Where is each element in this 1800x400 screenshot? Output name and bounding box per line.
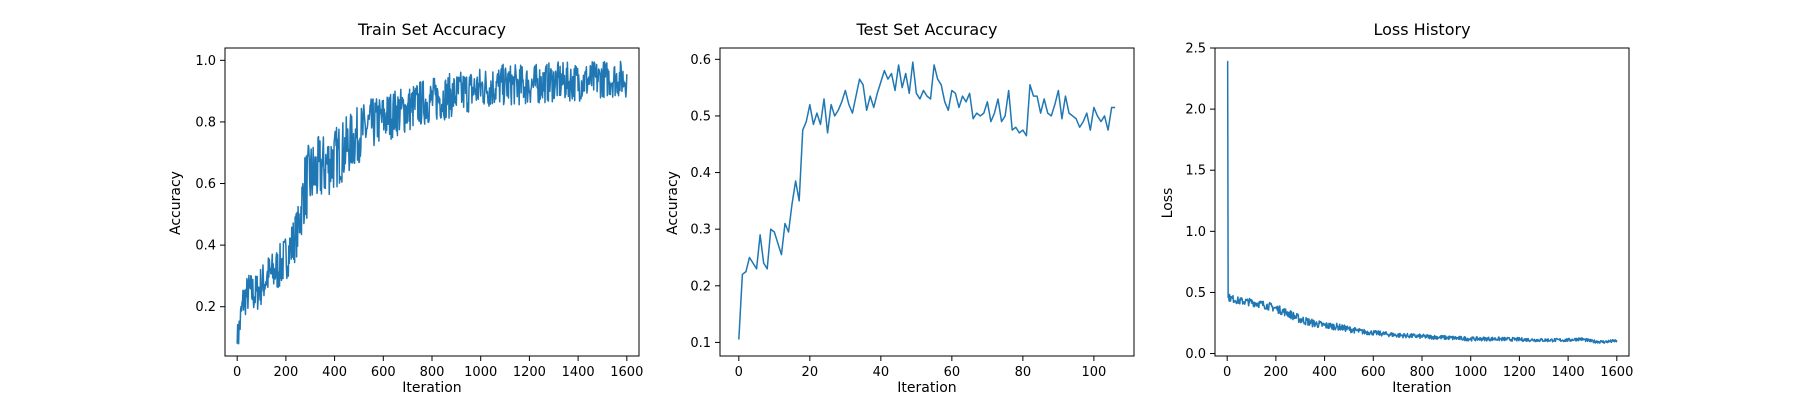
test-accuracy-title: Test Set Accuracy: [856, 20, 998, 39]
loss-history-xtick-label: 1600: [1600, 365, 1633, 380]
train-accuracy-xtick-label: 1600: [610, 365, 643, 380]
loss-history-plot-area: [1226, 60, 1618, 344]
train-accuracy-ytick-label: 0.2: [195, 300, 216, 315]
loss-history-xtick-label: 600: [1361, 365, 1386, 380]
test-accuracy-xtick-label: 60: [944, 365, 961, 380]
loss-history-ytick-label: 2.5: [1185, 42, 1206, 57]
train-accuracy-ytick-label: 0.8: [195, 115, 216, 130]
loss-history-xtick-label: 1200: [1503, 365, 1536, 380]
train-accuracy-xtick-label: 0: [233, 365, 241, 380]
loss-history-ytick-label: 1.0: [1185, 225, 1206, 240]
train-accuracy-xtick-label: 800: [420, 365, 445, 380]
train-accuracy-xtick-label: 200: [273, 365, 298, 380]
loss-history-ytick-label: 0.0: [1185, 347, 1206, 362]
train-accuracy-ylabel: Accuracy: [168, 171, 184, 235]
train-accuracy-xtick-label: 1000: [464, 365, 497, 380]
train-accuracy-xtick-label: 1400: [562, 365, 595, 380]
test-accuracy-ytick-label: 0.6: [690, 53, 711, 68]
loss-history-panel: Loss History Iteration Loss 0 200 400 600 80…: [1160, 20, 1633, 396]
train-accuracy-ytick-label: 0.4: [195, 239, 216, 254]
train-accuracy-xtick-label: 600: [371, 365, 396, 380]
train-accuracy-xtick-label: 1200: [513, 365, 546, 380]
loss-history-xlabel: Iteration: [1392, 380, 1451, 396]
test-accuracy-series-line: [738, 61, 1116, 340]
train-accuracy-panel: Train Set Accuracy Iteration Accuracy 0 2…: [168, 20, 643, 396]
test-accuracy-xtick-label: 100: [1081, 365, 1106, 380]
test-accuracy-xtick-label: 40: [873, 365, 890, 380]
test-accuracy-xlabel: Iteration: [897, 380, 956, 396]
test-accuracy-ytick-label: 0.5: [690, 109, 711, 124]
train-accuracy-xtick-label: 400: [322, 365, 347, 380]
train-accuracy-title: Train Set Accuracy: [357, 20, 506, 39]
test-accuracy-xtick-label: 20: [802, 365, 819, 380]
loss-history-ytick-label: 0.5: [1185, 286, 1206, 301]
test-accuracy-axes-frame: [719, 47, 1135, 357]
test-accuracy-ytick-label: 0.4: [690, 166, 711, 181]
loss-history-ytick-label: 2.0: [1185, 103, 1206, 118]
test-accuracy-panel: Test Set Accuracy Iteration Accuracy 0 20…: [665, 20, 1135, 396]
test-accuracy-plot-area: [738, 61, 1116, 340]
loss-history-xtick-label: 1000: [1454, 365, 1487, 380]
loss-history-xtick-label: 1400: [1552, 365, 1585, 380]
test-accuracy-ytick-label: 0.1: [690, 336, 711, 351]
loss-history-xtick-label: 0: [1223, 365, 1231, 380]
test-accuracy-ylabel: Accuracy: [665, 171, 681, 235]
loss-history-ytick-label: 1.5: [1185, 164, 1206, 179]
train-accuracy-xlabel: Iteration: [402, 380, 461, 396]
loss-history-xtick-label: 400: [1312, 365, 1337, 380]
loss-history-ylabel: Loss: [1160, 188, 1176, 219]
train-accuracy-ytick-label: 0.6: [195, 177, 216, 192]
train-accuracy-plot-area: [236, 60, 628, 345]
train-accuracy-series-line: [236, 60, 628, 345]
loss-history-series-line: [1226, 60, 1618, 344]
train-accuracy-ytick-label: 1.0: [195, 54, 216, 69]
test-accuracy-ytick-label: 0.3: [690, 223, 711, 238]
test-accuracy-ytick-label: 0.2: [690, 279, 711, 294]
test-accuracy-xtick-label: 80: [1015, 365, 1032, 380]
loss-history-xtick-label: 200: [1263, 365, 1288, 380]
loss-history-xtick-label: 800: [1410, 365, 1435, 380]
loss-history-title: Loss History: [1373, 20, 1470, 39]
test-accuracy-xtick-label: 0: [735, 365, 743, 380]
